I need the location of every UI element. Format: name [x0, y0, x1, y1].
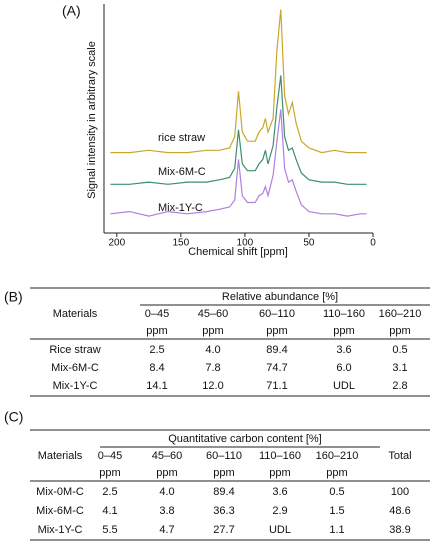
- table-cell: 2.9: [272, 505, 287, 517]
- row-header: Materials: [53, 308, 98, 320]
- table-cell: 3.6: [272, 486, 287, 498]
- table-cell: 4.0: [205, 344, 220, 356]
- table-cell: 8.4: [149, 362, 164, 374]
- table-cell: 4.1: [102, 505, 117, 517]
- table-cell: 5.5: [102, 524, 117, 536]
- x-tick-label: 150: [173, 238, 190, 249]
- panel-label: (C): [4, 409, 23, 425]
- x-tick-label: 100: [237, 238, 254, 249]
- column-unit: ppm: [333, 325, 354, 337]
- table-cell: 0.5: [329, 486, 344, 498]
- column-unit: ppm: [266, 325, 287, 337]
- table-cell: 27.7: [213, 524, 234, 536]
- x-tick-label: 0: [370, 238, 376, 249]
- spectrum: [110, 9, 367, 154]
- table-cell: 89.4: [266, 344, 287, 356]
- table-cell: 2.5: [149, 344, 164, 356]
- table-cell: 48.6: [389, 505, 410, 517]
- table-cell: 100: [391, 486, 409, 498]
- table-cell: 3.6: [336, 344, 351, 356]
- series-label: rice straw: [158, 132, 205, 144]
- table-cell: 3.1: [392, 362, 407, 374]
- table-cell: 6.0: [336, 362, 351, 374]
- table-cell: 4.0: [159, 486, 174, 498]
- table-cell: 1.5: [329, 505, 344, 517]
- column-unit: ppm: [99, 467, 120, 479]
- table-cell: 1.1: [329, 524, 344, 536]
- y-axis-label: Signal intensity in arbitrary scale: [86, 41, 98, 199]
- column-unit: ppm: [326, 467, 347, 479]
- table-cell: 0.5: [392, 344, 407, 356]
- panel-label: (B): [4, 289, 23, 305]
- column-unit: ppm: [269, 467, 290, 479]
- column-header: 110–160: [259, 450, 301, 462]
- column-header: 60–110: [259, 308, 295, 320]
- panel-label: (A): [62, 3, 81, 19]
- series-label: Mix-1Y-C: [158, 202, 203, 214]
- column-unit: ppm: [213, 467, 234, 479]
- column-unit: ppm: [156, 467, 177, 479]
- column-header: Total: [388, 450, 411, 462]
- table-cell: UDL: [333, 380, 355, 392]
- column-header: 45–60: [152, 450, 183, 462]
- column-unit: ppm: [146, 325, 167, 337]
- column-header: 45–60: [198, 308, 229, 320]
- x-tick-label: 50: [303, 238, 315, 249]
- row-header: Materials: [38, 450, 83, 462]
- table-cell: 7.8: [205, 362, 220, 374]
- table-cell: Mix-1Y-C: [53, 380, 98, 392]
- table-cell: 3.8: [159, 505, 174, 517]
- column-header: 0–45: [145, 308, 169, 320]
- table-cell: 38.9: [389, 524, 410, 536]
- table-cell: Mix-0M-C: [36, 486, 84, 498]
- table-cell: 4.7: [159, 524, 174, 536]
- x-axis-label: Chemical shift [ppm]: [188, 246, 288, 258]
- table-cell: 14.1: [146, 380, 167, 392]
- group-header: Quantitative carbon content [%]: [168, 433, 321, 445]
- table-cell: 2.5: [102, 486, 117, 498]
- table-cell: Mix-6M-C: [36, 505, 84, 517]
- column-header: 60–110: [206, 450, 242, 462]
- column-unit: ppm: [202, 325, 223, 337]
- table-cell: 71.1: [266, 380, 287, 392]
- table-cell: Mix-1Y-C: [38, 524, 83, 536]
- table-cell: 36.3: [213, 505, 234, 517]
- table-cell: Mix-6M-C: [51, 362, 99, 374]
- spectrum: [110, 75, 367, 185]
- column-header: 160–210: [379, 308, 422, 320]
- column-header: 110–160: [323, 308, 365, 320]
- table-cell: 89.4: [213, 486, 234, 498]
- table-cell: 12.0: [202, 380, 223, 392]
- group-header: Relative abundance [%]: [222, 291, 338, 303]
- table-cell: 2.8: [392, 380, 407, 392]
- column-header: 0–45: [98, 450, 122, 462]
- x-tick-label: 200: [108, 238, 125, 249]
- series-label: Mix-6M-C: [158, 166, 206, 178]
- spectrum: [110, 109, 367, 217]
- table-cell: Rice straw: [49, 344, 100, 356]
- table-cell: UDL: [269, 524, 291, 536]
- column-unit: ppm: [389, 325, 410, 337]
- table-cell: 74.7: [266, 362, 287, 374]
- column-header: 160–210: [316, 450, 359, 462]
